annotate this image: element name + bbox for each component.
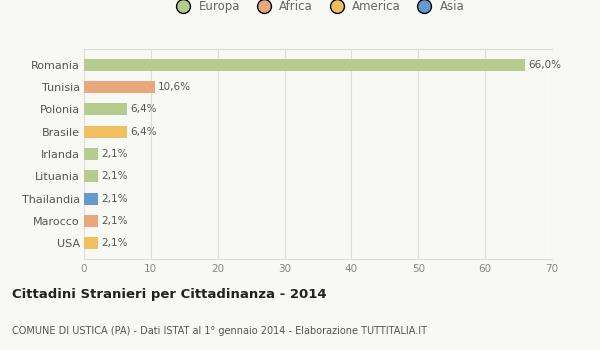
Bar xyxy=(84,81,155,93)
Text: 2,1%: 2,1% xyxy=(101,149,128,159)
Text: 66,0%: 66,0% xyxy=(529,60,562,70)
Bar xyxy=(84,58,525,71)
Bar xyxy=(84,215,98,227)
Text: COMUNE DI USTICA (PA) - Dati ISTAT al 1° gennaio 2014 - Elaborazione TUTTITALIA.: COMUNE DI USTICA (PA) - Dati ISTAT al 1°… xyxy=(12,326,427,336)
Text: 2,1%: 2,1% xyxy=(101,194,128,204)
Bar xyxy=(84,170,98,182)
Text: 2,1%: 2,1% xyxy=(101,238,128,248)
Legend: Europa, Africa, America, Asia: Europa, Africa, America, Asia xyxy=(167,0,469,18)
Bar xyxy=(84,193,98,205)
Bar xyxy=(84,126,127,138)
Text: Cittadini Stranieri per Cittadinanza - 2014: Cittadini Stranieri per Cittadinanza - 2… xyxy=(12,288,326,301)
Bar xyxy=(84,237,98,250)
Bar xyxy=(84,148,98,160)
Text: 10,6%: 10,6% xyxy=(158,82,191,92)
Text: 2,1%: 2,1% xyxy=(101,216,128,226)
Text: 6,4%: 6,4% xyxy=(130,127,157,136)
Bar xyxy=(84,103,127,116)
Text: 6,4%: 6,4% xyxy=(130,104,157,114)
Text: 2,1%: 2,1% xyxy=(101,172,128,181)
